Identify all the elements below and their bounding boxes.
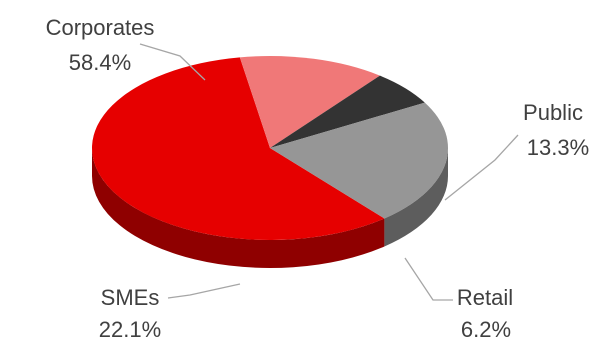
slice-corporates: [91, 57, 385, 241]
pie-depth: [92, 148, 448, 268]
slice-label-public-name: Public: [523, 100, 583, 125]
slice-side-smes: [384, 148, 448, 247]
slice-label-retail-name: Retail: [457, 285, 513, 310]
leader-line-public: [444, 134, 519, 201]
slice-label-retail-value: 6.2%: [461, 317, 511, 341]
leader-lines: [139, 43, 519, 301]
slice-label-smes-value: 22.1%: [99, 317, 161, 341]
slice-label-smes-name: SMEs: [101, 285, 160, 310]
slice-side-corporates: [92, 148, 385, 268]
slice-smes: [270, 102, 449, 219]
pie-top: [91, 56, 449, 241]
slice-public: [239, 56, 380, 148]
slice-retail: [270, 75, 425, 148]
leader-line-smes: [167, 283, 241, 299]
slice-label-public-value: 13.3%: [527, 135, 589, 160]
leader-line-retail: [404, 257, 453, 301]
slice-label-corporates-name: Corporates: [46, 15, 155, 40]
slice-label-corporates-value: 58.4%: [69, 50, 131, 75]
leader-line-corporates: [139, 43, 206, 81]
